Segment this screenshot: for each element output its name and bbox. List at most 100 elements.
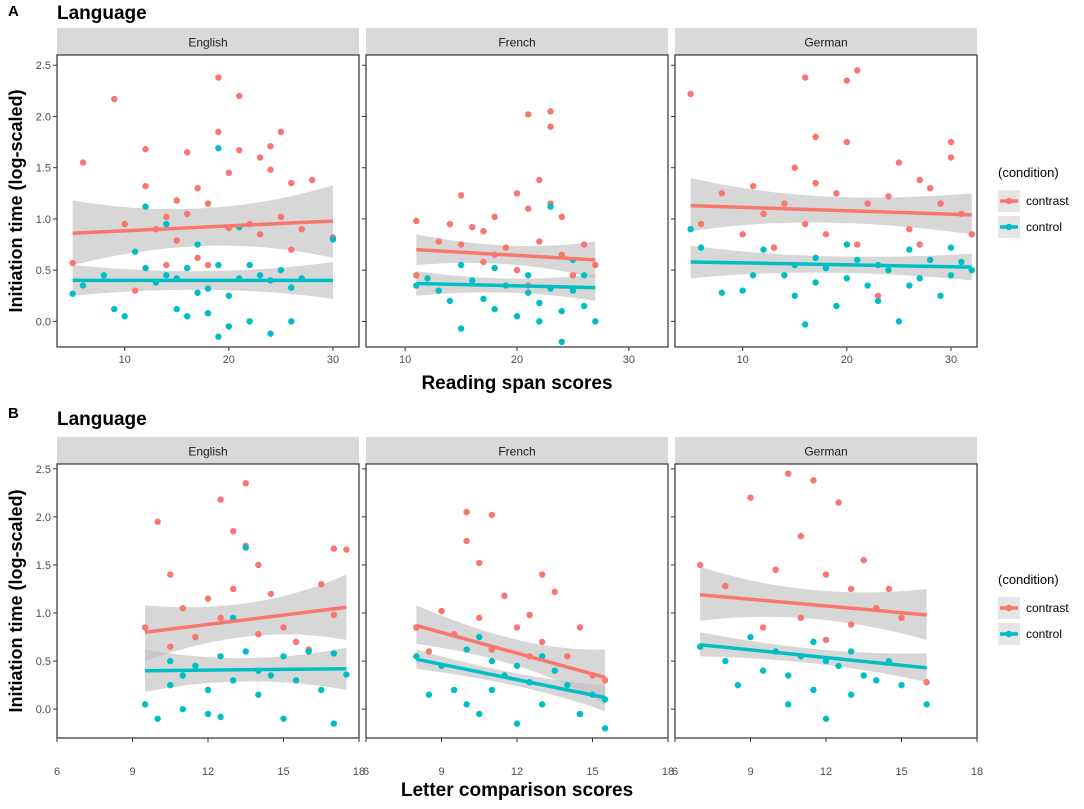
data-point-control bbox=[167, 681, 174, 689]
data-point-control bbox=[131, 248, 139, 255]
data-point-contrast bbox=[749, 182, 757, 190]
data-point-control bbox=[305, 648, 312, 655]
data-point-contrast bbox=[812, 133, 819, 141]
data-point-contrast bbox=[501, 592, 508, 599]
data-point-control bbox=[121, 313, 128, 320]
data-point-control bbox=[822, 264, 830, 272]
data-point-contrast bbox=[947, 154, 955, 161]
y-tick-label: 1.0 bbox=[36, 608, 51, 620]
data-point-control bbox=[204, 686, 212, 694]
chart-title: Language bbox=[57, 3, 147, 24]
x-axis-title: Reading span scores bbox=[421, 373, 612, 394]
data-point-control bbox=[457, 325, 465, 332]
facet-label: German bbox=[804, 36, 847, 50]
data-point-control bbox=[580, 272, 588, 279]
data-point-control bbox=[163, 220, 170, 228]
data-point-contrast bbox=[885, 585, 893, 593]
data-point-control bbox=[463, 701, 470, 708]
data-point-control bbox=[194, 241, 201, 248]
panel-content bbox=[696, 470, 930, 722]
data-point-control bbox=[450, 686, 458, 694]
facet-strip bbox=[57, 437, 359, 464]
data-point-control bbox=[812, 254, 819, 262]
data-point-control bbox=[280, 715, 287, 722]
data-point-contrast bbox=[215, 74, 222, 81]
data-point-control bbox=[547, 203, 554, 210]
regression-line-control bbox=[416, 281, 596, 290]
facet-label: French bbox=[498, 36, 535, 50]
data-point-control bbox=[167, 657, 174, 665]
data-point-control bbox=[895, 318, 903, 325]
data-point-control bbox=[718, 289, 726, 296]
data-point-contrast bbox=[854, 241, 861, 248]
data-point-contrast bbox=[277, 128, 285, 136]
data-point-contrast bbox=[524, 111, 532, 118]
data-point-control bbox=[457, 261, 465, 269]
data-point-contrast bbox=[167, 643, 174, 650]
data-point-control bbox=[142, 203, 149, 210]
data-point-contrast bbox=[502, 244, 510, 251]
y-tick-label: 1.0 bbox=[36, 214, 51, 226]
data-point-contrast bbox=[791, 164, 798, 171]
x-tick-label: 6 bbox=[54, 766, 60, 778]
data-point-contrast bbox=[298, 225, 305, 233]
x-tick-label: 15 bbox=[895, 766, 907, 778]
data-point-contrast bbox=[874, 292, 882, 299]
data-point-contrast bbox=[435, 238, 442, 245]
data-point-contrast bbox=[277, 213, 285, 221]
data-point-control bbox=[513, 313, 521, 320]
facet-panel-german: German 10 20 30 bbox=[671, 28, 978, 366]
data-point-contrast bbox=[801, 74, 809, 81]
x-tick-label: 30 bbox=[945, 354, 957, 366]
panel-content bbox=[687, 67, 975, 328]
data-point-contrast bbox=[916, 241, 923, 248]
facet-panel-english: English 6 9 12 15 18 0.0 0.5 1.0 1.5 2.0 2.5 bbox=[36, 437, 365, 778]
x-tick-label: 30 bbox=[623, 354, 635, 366]
data-point-contrast bbox=[318, 580, 325, 588]
data-point-contrast bbox=[204, 200, 212, 207]
data-point-contrast bbox=[847, 621, 855, 628]
data-point-contrast bbox=[491, 213, 498, 221]
data-point-contrast bbox=[843, 77, 851, 84]
legend-label-contrast: contrast bbox=[1026, 194, 1069, 208]
data-point-control bbox=[906, 246, 913, 253]
data-point-control bbox=[318, 686, 325, 694]
data-point-contrast bbox=[173, 237, 180, 244]
data-point-control bbox=[329, 236, 337, 243]
data-point-contrast bbox=[759, 624, 767, 631]
data-point-contrast bbox=[217, 496, 224, 503]
data-point-control bbox=[947, 272, 955, 279]
data-point-control bbox=[785, 701, 792, 708]
data-point-control bbox=[463, 646, 470, 653]
y-tick-label: 1.5 bbox=[36, 560, 51, 572]
regression-line-contrast bbox=[144, 605, 347, 634]
data-point-contrast bbox=[797, 532, 805, 540]
data-point-contrast bbox=[242, 480, 249, 487]
data-point-control bbox=[926, 256, 934, 264]
y-axis-title: Initiation time (log-scaled) bbox=[6, 89, 26, 312]
data-point-contrast bbox=[513, 624, 521, 631]
x-tick-label: 20 bbox=[511, 354, 523, 366]
data-point-control bbox=[874, 297, 882, 305]
data-point-contrast bbox=[860, 556, 867, 564]
data-point-control bbox=[435, 287, 442, 294]
data-point-contrast bbox=[469, 223, 476, 231]
data-point-control bbox=[847, 648, 855, 655]
data-point-contrast bbox=[179, 605, 187, 612]
x-tick-label: 12 bbox=[511, 766, 523, 778]
legend-key-point-contrast bbox=[1005, 197, 1013, 205]
data-point-control bbox=[288, 284, 295, 291]
data-point-contrast bbox=[194, 184, 201, 192]
data-point-contrast bbox=[916, 176, 923, 184]
panel-border bbox=[674, 54, 978, 348]
data-point-control bbox=[215, 261, 222, 269]
data-point-control bbox=[491, 305, 498, 313]
data-point-contrast bbox=[538, 638, 546, 646]
data-point-control bbox=[476, 710, 483, 718]
data-point-contrast bbox=[822, 571, 830, 578]
data-point-contrast bbox=[476, 559, 483, 567]
x-tick-label: 9 bbox=[747, 766, 753, 778]
data-point-contrast bbox=[141, 624, 149, 631]
facet-panel-french: French 10 20 30 bbox=[362, 28, 669, 366]
y-tick-label: 0.0 bbox=[36, 704, 51, 716]
